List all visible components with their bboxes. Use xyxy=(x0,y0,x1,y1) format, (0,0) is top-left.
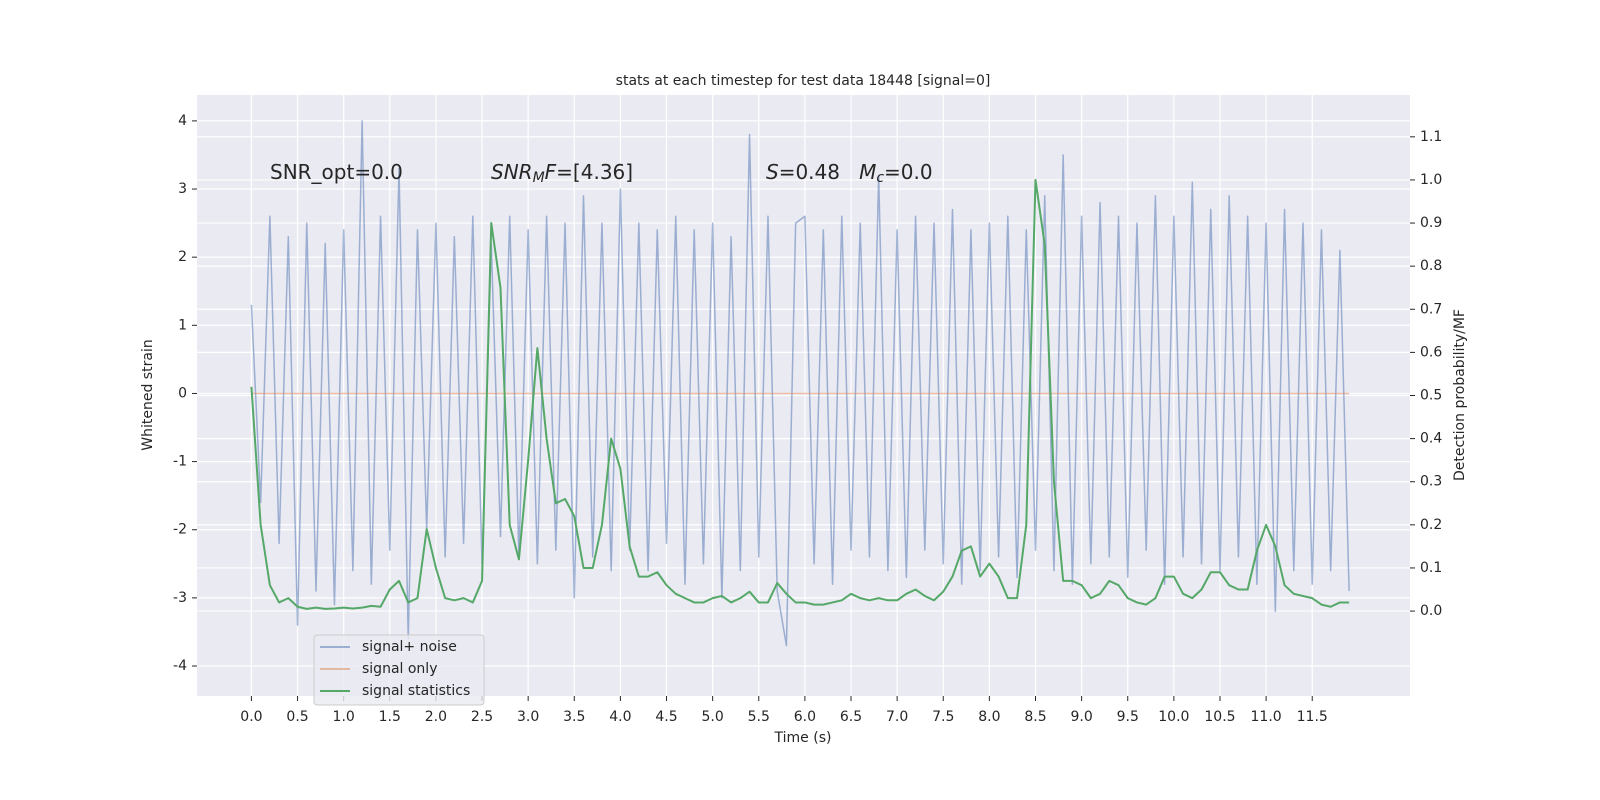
chart-title: stats at each timestep for test data 184… xyxy=(616,73,991,89)
legend-label: signal+ noise xyxy=(362,639,457,655)
series-line xyxy=(250,178,1350,610)
series-line xyxy=(250,120,1350,647)
x-tick-label: 2.0 xyxy=(425,709,447,725)
y2-tick-label: 0.7 xyxy=(1420,301,1442,317)
x-tick-label: 11.5 xyxy=(1297,709,1328,725)
y-tick-label: 0 xyxy=(178,385,187,401)
y-tick-label: 4 xyxy=(178,113,187,129)
y-tick-label: -1 xyxy=(173,454,187,470)
x-tick-label: 4.5 xyxy=(655,709,677,725)
annotation-part: =0.48 xyxy=(779,160,859,184)
y-axis-label: Whitened strain xyxy=(140,339,156,450)
x-tick-label: 3.5 xyxy=(563,709,585,725)
x-tick-label: 0.0 xyxy=(240,709,262,725)
x-tick-label: 10.5 xyxy=(1204,709,1235,725)
y2-tick-label: 0.1 xyxy=(1420,560,1442,576)
annotation-part: =0.0 xyxy=(884,160,933,184)
annotation: S=0.48 Mc=0.0 xyxy=(766,160,933,187)
annotation-part: c xyxy=(876,170,884,186)
legend-box xyxy=(313,634,485,706)
y2-tick-label: 1.0 xyxy=(1420,172,1442,188)
annotation-part: M xyxy=(859,160,876,184)
annotation-part: SNR xyxy=(491,160,533,184)
x-tick-label: 4.0 xyxy=(609,709,631,725)
legend-label: signal statistics xyxy=(362,683,470,699)
y-tick-label: 1 xyxy=(178,317,187,333)
x-tick-label: 5.5 xyxy=(748,709,770,725)
x-tick-label: 9.0 xyxy=(1070,709,1092,725)
y2-tick-label: 0.6 xyxy=(1420,344,1442,360)
x-tick-label: 5.0 xyxy=(702,709,724,725)
annotation-part: S xyxy=(766,160,779,184)
annotation: SNRMF=[4.36] xyxy=(491,160,633,187)
x-tick-label: 7.0 xyxy=(886,709,908,725)
y2-axis-label: Detection probability/MF xyxy=(1452,309,1468,481)
x-tick-label: 7.5 xyxy=(932,709,954,725)
x-tick-label: 8.5 xyxy=(1024,709,1046,725)
x-tick-label: 2.5 xyxy=(471,709,493,725)
legend-label: signal only xyxy=(362,661,437,677)
y2-tick-label: 0.9 xyxy=(1420,215,1442,231)
x-tick-label: 11.0 xyxy=(1251,709,1282,725)
x-tick-label: 6.5 xyxy=(840,709,862,725)
x-tick-label: 0.5 xyxy=(286,709,308,725)
y-tick-label: 3 xyxy=(178,181,187,197)
annotation: SNR_opt=0.0 xyxy=(270,160,403,184)
y-tick-label: -2 xyxy=(173,522,187,538)
x-tick-label: 3.0 xyxy=(517,709,539,725)
y2-tick-label: 0.5 xyxy=(1420,388,1442,404)
x-tick-label: 1.5 xyxy=(379,709,401,725)
y2-tick-label: 0.0 xyxy=(1420,603,1442,619)
y2-tick-label: 0.2 xyxy=(1420,517,1442,533)
y-tick-label: -4 xyxy=(173,658,187,674)
y-tick-label: 2 xyxy=(178,249,187,265)
annotation-part: SNR_opt=0.0 xyxy=(270,160,403,184)
x-tick-label: 6.0 xyxy=(794,709,816,725)
annotation-part: F xyxy=(545,160,557,184)
x-tick-label: 8.0 xyxy=(978,709,1000,725)
x-axis-label: Time (s) xyxy=(774,730,832,746)
annotation-part: M xyxy=(533,170,545,186)
x-tick-label: 1.0 xyxy=(333,709,355,725)
y2-tick-label: 0.4 xyxy=(1420,431,1442,447)
annotation-part: =[4.36] xyxy=(556,160,633,184)
y2-tick-label: 0.3 xyxy=(1420,474,1442,490)
x-tick-label: 9.5 xyxy=(1117,709,1139,725)
x-tick-label: 10.0 xyxy=(1158,709,1189,725)
y2-tick-label: 1.1 xyxy=(1420,129,1442,145)
y-tick-label: -3 xyxy=(173,590,187,606)
y2-tick-label: 0.8 xyxy=(1420,258,1442,274)
